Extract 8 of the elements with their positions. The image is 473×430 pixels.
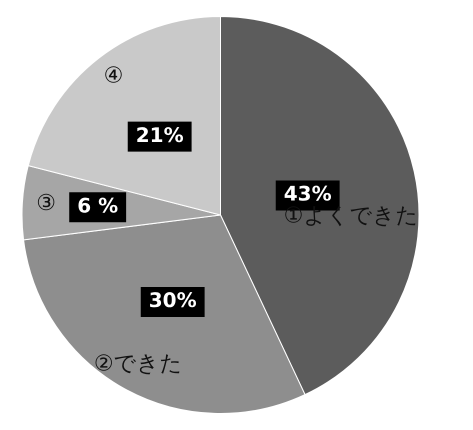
data-label: 6 %	[77, 193, 118, 218]
slice-label: ②できた	[94, 351, 183, 376]
slice-label: ③	[36, 190, 56, 216]
data-label: 21%	[136, 122, 184, 147]
data-label: 30%	[148, 288, 197, 312]
data-label: 43%	[284, 182, 332, 206]
slice-label: ①よくできた	[284, 204, 418, 229]
slice-label: ④	[104, 64, 124, 89]
